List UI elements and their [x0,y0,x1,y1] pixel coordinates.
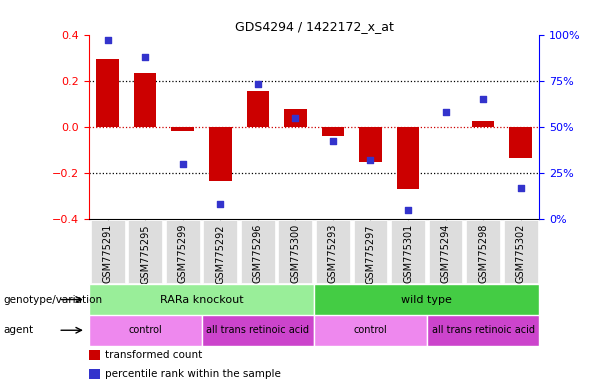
FancyBboxPatch shape [316,220,350,283]
Bar [172,127,194,131]
Bar [246,91,269,127]
Bar [472,121,494,127]
Point [291,114,300,121]
Point [215,201,225,207]
Text: GSM775295: GSM775295 [140,224,150,284]
FancyBboxPatch shape [354,220,387,283]
FancyBboxPatch shape [128,220,162,283]
Text: wild type: wild type [402,295,452,305]
Text: GSM775297: GSM775297 [365,224,376,284]
Point [103,37,113,43]
FancyBboxPatch shape [428,220,462,283]
Bar [96,59,119,127]
FancyBboxPatch shape [427,315,539,346]
Text: GSM775298: GSM775298 [478,224,488,283]
Point [365,157,375,163]
FancyBboxPatch shape [166,220,200,283]
FancyBboxPatch shape [89,315,202,346]
Text: genotype/variation: genotype/variation [3,295,102,305]
Text: control: control [128,325,162,335]
Text: GSM775293: GSM775293 [328,224,338,283]
FancyBboxPatch shape [241,220,275,283]
FancyBboxPatch shape [89,284,314,315]
Text: RARa knockout: RARa knockout [160,295,243,305]
Bar [134,73,156,127]
Point [140,54,150,60]
Point [516,184,525,190]
Bar [89,369,100,379]
Text: GSM775299: GSM775299 [178,224,188,283]
Bar [89,350,100,360]
Point [178,161,188,167]
Text: GSM775291: GSM775291 [102,224,113,283]
Text: GSM775296: GSM775296 [253,224,263,283]
Text: control: control [354,325,387,335]
FancyBboxPatch shape [314,284,539,315]
Text: all trans retinoic acid: all trans retinoic acid [207,325,310,335]
Text: GSM775302: GSM775302 [516,224,526,283]
Point [441,109,451,115]
FancyBboxPatch shape [91,220,124,283]
Title: GDS4294 / 1422172_x_at: GDS4294 / 1422172_x_at [235,20,394,33]
FancyBboxPatch shape [278,220,312,283]
FancyBboxPatch shape [314,315,427,346]
Text: agent: agent [3,325,33,335]
Text: GSM775292: GSM775292 [215,224,226,284]
Bar [209,127,232,181]
Bar [509,127,532,158]
Text: transformed count: transformed count [105,350,202,360]
FancyBboxPatch shape [202,315,314,346]
Text: GSM775301: GSM775301 [403,224,413,283]
FancyBboxPatch shape [391,220,425,283]
Point [403,207,413,213]
Text: percentile rank within the sample: percentile rank within the sample [105,369,281,379]
Point [478,96,488,102]
FancyBboxPatch shape [204,220,237,283]
Bar [359,127,382,162]
Text: GSM775294: GSM775294 [441,224,451,283]
FancyBboxPatch shape [504,220,538,283]
Bar [397,127,419,189]
Bar [322,127,344,136]
Point [328,138,338,144]
Text: all trans retinoic acid: all trans retinoic acid [432,325,535,335]
Text: GSM775300: GSM775300 [291,224,300,283]
Point [253,81,263,88]
FancyBboxPatch shape [466,220,500,283]
Bar [284,109,306,127]
